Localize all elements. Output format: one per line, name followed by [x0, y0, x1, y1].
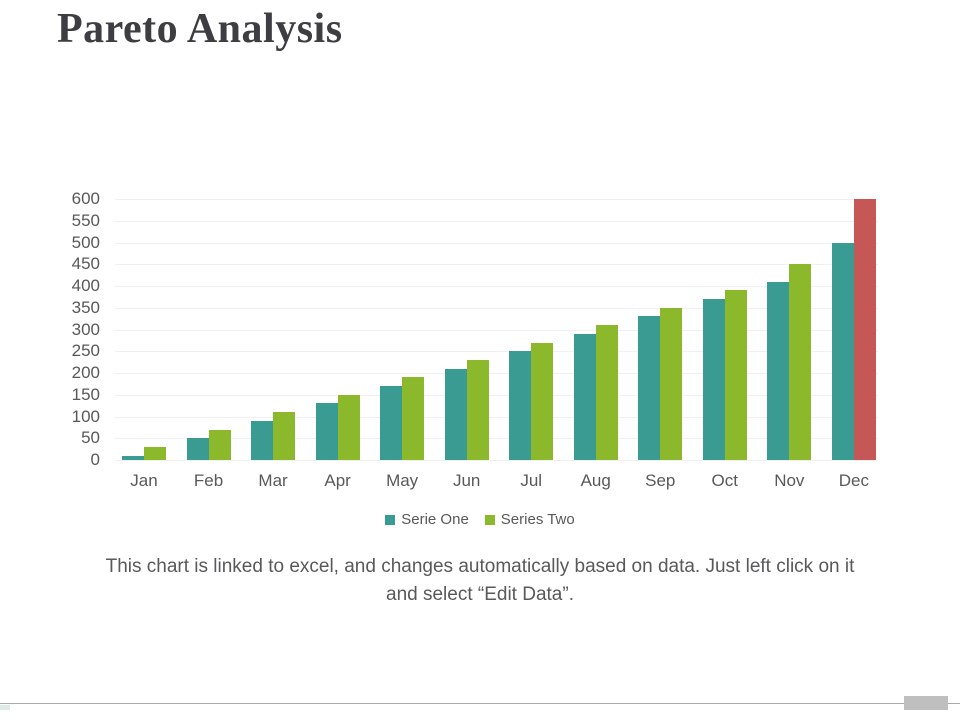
gridline [115, 373, 878, 374]
y-tick-label: 400 [71, 276, 100, 295]
gridline [115, 351, 878, 353]
x-tick-label: Apr [324, 471, 351, 490]
x-tick-label: Jul [520, 471, 543, 490]
y-tick-label: 0 [90, 450, 100, 469]
slide-number-placeholder [904, 696, 948, 710]
page-title: Pareto Analysis [57, 6, 343, 52]
bar-serie-one-oct [702, 299, 725, 460]
y-tick-label: 250 [71, 341, 100, 361]
bar-serie-one-jan [122, 455, 144, 460]
chart-legend: Serie One Series Two [0, 511, 960, 528]
bar-group-dec: Dec [831, 199, 876, 490]
x-tick-label: Mar [258, 471, 288, 490]
bar-series-two-aug [595, 325, 618, 460]
bar-group-nov: Nov [767, 199, 812, 490]
bar-series-two-nov [789, 264, 812, 460]
y-tick-label: 150 [71, 384, 100, 404]
bar-serie-one-feb [186, 438, 209, 460]
legend-swatch-serie-one [385, 514, 396, 525]
y-tick-label: 500 [71, 232, 100, 252]
bar-group-feb: Feb [186, 199, 231, 490]
y-tick-label: 300 [71, 319, 100, 339]
gridline [115, 199, 878, 200]
gridline [115, 329, 878, 331]
bar-series-two-feb [208, 429, 231, 460]
bar-group-sep: Sep [638, 199, 683, 490]
bar-serie-one-mar [251, 420, 274, 460]
bar-series-two-sep [660, 307, 683, 460]
caption: This chart is linked to excel, and chang… [105, 556, 855, 605]
bar-serie-one-apr [315, 403, 338, 460]
bar-group-apr: Apr [315, 199, 360, 490]
bar-group-mar: Mar [251, 199, 296, 490]
bar-serie-one-may [380, 386, 403, 460]
gridline [115, 438, 878, 440]
gridline [115, 416, 878, 418]
gridline [115, 286, 878, 287]
legend-item-series-two: Series Two [484, 511, 575, 528]
gridline [115, 307, 878, 309]
bar-group-may: May [380, 199, 425, 490]
gridline [115, 264, 878, 266]
y-tick-label: 450 [71, 254, 100, 274]
gridline [115, 220, 878, 222]
x-tick-label: Oct [711, 471, 738, 490]
x-tick-label: Feb [193, 471, 224, 490]
legend-label: Serie One [401, 511, 469, 528]
bar-serie-one-dec [831, 242, 854, 460]
footer-accent-left [0, 705, 10, 710]
bar-serie-one-sep [638, 316, 661, 460]
legend-label: Series Two [500, 511, 575, 528]
x-tick-label: Jan [130, 471, 158, 490]
legend-swatch-series-two [484, 514, 495, 525]
plot-area[interactable]: Jan Feb Mar Apr May Jun Jul Aug Sep Oct Nov Dec [115, 199, 878, 490]
bar-series-two-apr [337, 394, 360, 460]
y-tick-label: 550 [71, 210, 100, 230]
bar-series-two-oct [724, 290, 747, 460]
bar-group-oct: Oct [702, 199, 747, 490]
bar-series-two-mar [273, 412, 296, 460]
y-tick-label: 600 [71, 189, 100, 208]
x-tick-label: Sep [645, 471, 676, 490]
bar-series-two-jul [531, 342, 554, 460]
y-tick-label: 100 [71, 406, 100, 426]
bar-group-aug: Aug [573, 199, 618, 490]
bar-series-two-may [402, 377, 425, 460]
x-tick-label: Nov [774, 471, 805, 490]
bar-series-two-jan [144, 446, 166, 460]
gridline [115, 394, 878, 396]
y-tick-label: 50 [81, 428, 100, 448]
y-tick-label: 350 [71, 297, 100, 317]
y-axis-labels: 600 550 500 450 400 350 300 250 200 150 100 50 0 [30, 189, 100, 469]
x-tick-label: Dec [838, 471, 869, 490]
legend-item-serie-one: Serie One [385, 511, 469, 528]
bar-serie-one-jul [509, 351, 532, 460]
bar-group-jul: Jul [509, 199, 554, 490]
bar-serie-one-jun [444, 368, 467, 460]
bar-group-jan: Jan [122, 199, 166, 490]
gridline [115, 460, 878, 461]
y-tick-label: 200 [71, 363, 100, 382]
x-tick-label: Aug [580, 471, 611, 490]
bar-groups: Jan Feb Mar Apr May Jun Jul Aug Sep Oct Nov Dec [122, 199, 876, 490]
bar-serie-one-aug [573, 333, 596, 460]
footer-divider [0, 703, 960, 704]
bar-group-jun: Jun [444, 199, 489, 490]
bar-series-two-jun [466, 359, 489, 460]
x-tick-label: May [386, 471, 419, 490]
x-tick-label: Jun [452, 471, 481, 490]
gridline [115, 242, 878, 244]
bar-series-two-dec [853, 199, 876, 460]
bar-serie-one-nov [767, 281, 790, 460]
